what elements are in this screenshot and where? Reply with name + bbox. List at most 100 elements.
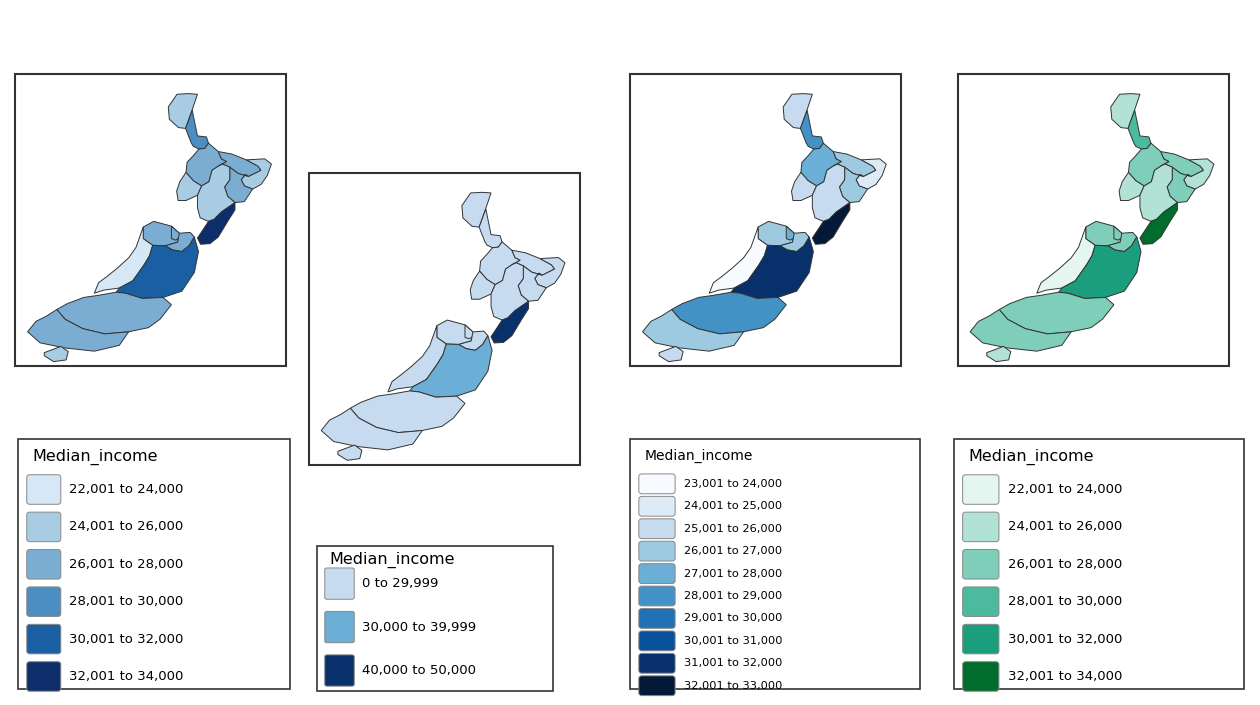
Text: Median_income: Median_income [645, 449, 753, 463]
FancyBboxPatch shape [26, 625, 60, 654]
Polygon shape [321, 408, 422, 450]
Polygon shape [1058, 237, 1142, 298]
Polygon shape [1086, 221, 1121, 246]
Polygon shape [1129, 143, 1169, 186]
Polygon shape [165, 233, 194, 252]
Polygon shape [470, 271, 495, 299]
Polygon shape [459, 331, 488, 350]
Text: 26,001 to 28,000: 26,001 to 28,000 [69, 558, 184, 571]
Polygon shape [1167, 167, 1196, 202]
Polygon shape [218, 152, 261, 176]
Text: 27,001 to 28,000: 27,001 to 28,000 [684, 568, 782, 579]
Polygon shape [999, 292, 1114, 334]
Polygon shape [388, 326, 446, 392]
Polygon shape [1140, 202, 1177, 244]
FancyBboxPatch shape [963, 512, 999, 541]
Polygon shape [94, 227, 152, 293]
FancyBboxPatch shape [963, 474, 999, 504]
Polygon shape [856, 159, 886, 189]
Polygon shape [185, 110, 208, 149]
Bar [958, 75, 1228, 366]
Text: 25,001 to 26,000: 25,001 to 26,000 [684, 524, 782, 534]
Polygon shape [784, 94, 813, 128]
Bar [630, 75, 901, 366]
Text: 28,001 to 30,000: 28,001 to 30,000 [69, 595, 184, 608]
Text: 30,001 to 31,000: 30,001 to 31,000 [684, 636, 782, 646]
Text: 0 to 29,999: 0 to 29,999 [362, 577, 438, 590]
Text: 40,000 to 50,000: 40,000 to 50,000 [362, 664, 475, 677]
Polygon shape [462, 192, 491, 227]
FancyBboxPatch shape [963, 549, 999, 579]
FancyBboxPatch shape [325, 568, 354, 599]
Text: 23,001 to 24,000: 23,001 to 24,000 [684, 479, 782, 489]
Polygon shape [801, 143, 842, 186]
Polygon shape [437, 320, 472, 345]
Polygon shape [780, 233, 809, 252]
FancyBboxPatch shape [26, 587, 60, 616]
Text: 30,001 to 32,000: 30,001 to 32,000 [1008, 632, 1123, 646]
Text: Median_income: Median_income [33, 449, 158, 465]
Text: 22,001 to 24,000: 22,001 to 24,000 [1008, 483, 1123, 496]
Polygon shape [465, 325, 474, 339]
Polygon shape [338, 445, 362, 460]
FancyBboxPatch shape [639, 586, 675, 606]
Polygon shape [28, 309, 129, 351]
FancyBboxPatch shape [963, 662, 999, 691]
Polygon shape [791, 173, 816, 200]
FancyBboxPatch shape [325, 655, 354, 686]
Polygon shape [1114, 226, 1123, 240]
Text: 28,001 to 29,000: 28,001 to 29,000 [684, 591, 782, 601]
FancyBboxPatch shape [639, 564, 675, 584]
Polygon shape [1108, 233, 1137, 252]
Polygon shape [709, 227, 767, 293]
Text: 31,001 to 32,000: 31,001 to 32,000 [684, 658, 782, 668]
Polygon shape [479, 209, 501, 247]
FancyBboxPatch shape [639, 541, 675, 561]
Polygon shape [759, 221, 794, 246]
Polygon shape [731, 237, 814, 298]
Polygon shape [1111, 94, 1140, 128]
Text: 29,001 to 30,000: 29,001 to 30,000 [684, 613, 782, 623]
Polygon shape [512, 250, 554, 275]
Polygon shape [813, 202, 849, 244]
Text: 32,001 to 33,000: 32,001 to 33,000 [684, 681, 782, 691]
Polygon shape [116, 237, 199, 298]
Polygon shape [480, 242, 520, 285]
Text: 24,001 to 25,000: 24,001 to 25,000 [684, 501, 782, 511]
Polygon shape [176, 173, 202, 200]
Text: 30,000 to 39,999: 30,000 to 39,999 [362, 620, 476, 634]
Polygon shape [970, 309, 1071, 351]
FancyBboxPatch shape [963, 625, 999, 654]
FancyBboxPatch shape [639, 654, 675, 673]
Text: 24,001 to 26,000: 24,001 to 26,000 [69, 520, 184, 534]
FancyBboxPatch shape [639, 608, 675, 628]
Polygon shape [786, 226, 795, 240]
Text: Median_income: Median_income [969, 449, 1094, 465]
Text: 24,001 to 26,000: 24,001 to 26,000 [1008, 520, 1123, 534]
Bar [15, 75, 286, 366]
Text: 22,001 to 24,000: 22,001 to 24,000 [69, 483, 184, 496]
Text: 30,001 to 32,000: 30,001 to 32,000 [69, 632, 184, 646]
Text: 32,001 to 34,000: 32,001 to 34,000 [69, 670, 184, 683]
Polygon shape [186, 143, 227, 186]
Polygon shape [1183, 159, 1213, 189]
Polygon shape [198, 202, 234, 244]
Polygon shape [491, 301, 528, 343]
Polygon shape [1140, 164, 1177, 221]
Polygon shape [1037, 227, 1095, 293]
Polygon shape [44, 346, 68, 362]
FancyBboxPatch shape [639, 496, 675, 516]
Text: 28,001 to 30,000: 28,001 to 30,000 [1008, 595, 1123, 608]
Polygon shape [350, 391, 465, 433]
Polygon shape [171, 226, 180, 240]
Polygon shape [839, 167, 868, 202]
Polygon shape [1128, 110, 1150, 149]
Polygon shape [224, 167, 253, 202]
Text: 26,001 to 27,000: 26,001 to 27,000 [684, 546, 782, 556]
Polygon shape [1119, 173, 1144, 200]
FancyBboxPatch shape [26, 549, 60, 579]
Polygon shape [144, 221, 179, 246]
Bar [309, 173, 580, 465]
Polygon shape [534, 257, 564, 288]
FancyBboxPatch shape [963, 587, 999, 616]
